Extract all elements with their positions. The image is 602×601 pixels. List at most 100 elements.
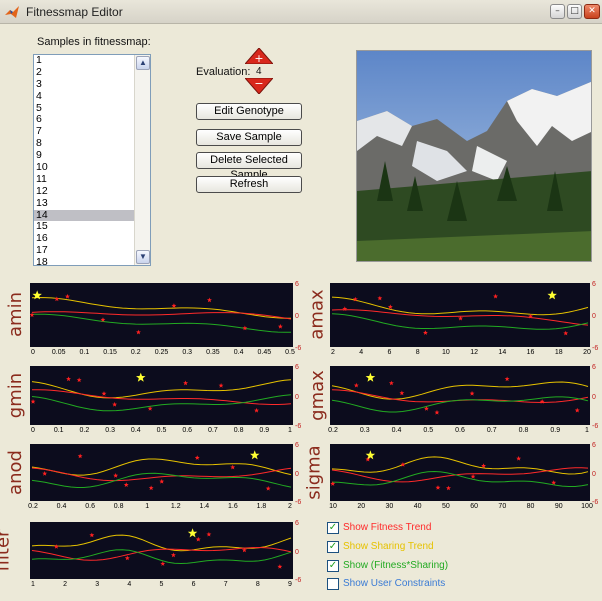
sample-list-item[interactable]: 7 [36,125,42,138]
plot-gmax[interactable] [330,366,590,425]
selected-sample-star [250,450,260,460]
axis-label-amax: amax [306,289,328,340]
x-tick-label: 1.4 [199,503,210,510]
sample-list-item[interactable]: 10 [36,161,48,174]
sample-marker [77,453,83,459]
sample-list-item[interactable]: 18 [36,256,48,266]
y-tick-label: -6 [295,499,302,506]
samples-list: 1 2 3 4 5 6 7 8 9 10 11 12 13 14 15 16 17 18 [34,54,150,266]
y-tick-label: 0 [295,313,299,320]
fitness-trend-line [32,389,292,405]
sample-list-item[interactable]: 1 [36,54,42,66]
sample-list-item[interactable]: 11 [36,172,47,185]
sample-list-item[interactable]: 14 [34,209,150,222]
increase-evaluation-button[interactable]: + [245,48,273,64]
sample-marker [242,325,248,331]
checkbox[interactable]: ✓ [327,541,339,553]
x-tick-label: 4 [127,581,132,588]
sample-list-item[interactable]: 12 [36,184,48,197]
plot-amax[interactable] [330,283,590,347]
sharing-trend-line [331,456,589,475]
plot-sigma[interactable] [330,444,590,501]
save-sample-button[interactable]: Save Sample [196,129,302,146]
plot-anod[interactable] [30,444,293,501]
minimize-button[interactable]: – [550,4,565,19]
scroll-down-arrow-icon[interactable]: ▼ [136,250,150,264]
decrease-evaluation-button[interactable]: − [245,78,273,94]
checkbox[interactable] [327,578,339,590]
fitness-trend-line [331,467,589,483]
x-tick-label: 0.8 [113,503,124,510]
sample-marker [42,471,48,476]
sample-marker [493,293,499,299]
plot-filter[interactable] [30,522,293,579]
x-tick-label: 8 [255,581,260,588]
x-tick-label: 1 [145,503,150,510]
x-tick-label: 0.4 [56,503,67,510]
sample-marker [277,323,283,329]
x-tick-label: 100 [581,503,593,510]
scroll-up-arrow-icon[interactable]: ▲ [136,56,150,70]
legend-label: Show (Fitness*Sharing) [343,560,449,571]
sample-marker [352,296,358,302]
svg-text:−: − [254,78,263,90]
x-tick-label: 0.5 [423,427,434,434]
sample-list-item[interactable]: 8 [36,137,42,150]
x-tick-label: 0.1 [79,349,90,356]
sample-marker [30,312,35,318]
y-tick-label: 6 [592,281,596,288]
edit-genotype-button[interactable]: Edit Genotype [196,103,302,120]
sample-marker [76,377,82,383]
x-tick-label: 1 [288,427,292,434]
x-tick-label: 0.05 [51,349,66,356]
sharing-trend-line [31,296,291,319]
x-tick-label: 18 [554,349,563,356]
svg-text:+: + [254,52,263,64]
x-tick-label: 20 [583,349,591,356]
x-tick-label: 1.8 [256,503,267,510]
delete-selected-sample-button[interactable]: Delete Selected Sample [196,152,302,181]
sample-marker [123,482,129,487]
sample-marker [54,296,60,302]
sample-list-item[interactable]: 17 [36,244,48,257]
maximize-button[interactable]: □ [567,4,582,19]
selected-sample-star [547,290,557,300]
samples-listbox[interactable]: 1 2 3 4 5 6 7 8 9 10 11 12 13 14 15 16 17 18 ▲ ▼ [33,54,151,266]
sample-marker [539,399,545,404]
sample-marker [147,406,153,411]
samples-label: Samples in fitnessmap: [37,36,151,48]
sample-list-item[interactable]: 6 [36,113,42,126]
product-trend-line [331,396,589,413]
y-tick-label: 0 [592,313,596,320]
refresh-button[interactable]: Refresh [196,176,302,193]
plot-gmin[interactable] [30,366,293,425]
sample-marker [183,380,189,386]
axis-label-anod: anod [4,449,26,495]
y-tick-label: 6 [295,281,299,288]
sample-list-item[interactable]: 9 [36,149,42,162]
checkbox[interactable]: ✓ [327,560,339,572]
y-tick-label: -6 [295,577,302,584]
sample-list-item[interactable]: 16 [36,232,48,245]
x-tick-label: 1.6 [228,503,238,510]
checkbox[interactable]: ✓ [327,522,339,534]
listbox-scrollbar[interactable]: ▲ ▼ [134,55,150,265]
sample-list-item[interactable]: 2 [36,65,42,78]
x-tick-label: 50 [441,503,450,510]
sample-list-item[interactable]: 5 [36,101,42,114]
sample-list-item[interactable]: 13 [36,196,48,209]
sample-marker [100,317,106,322]
plot-amin[interactable] [30,283,293,347]
sample-list-item[interactable]: 4 [36,89,42,102]
sample-marker [65,293,70,299]
x-tick-label: 1 [585,427,589,434]
sample-list-item[interactable]: 15 [36,220,48,233]
sample-marker [66,376,71,382]
close-button[interactable]: ✕ [584,4,600,19]
x-tick-label: 0.5 [285,349,295,356]
sharing-trend-line [31,379,292,399]
sharing-trend-line [31,458,292,476]
x-tick-label: 1 [31,581,35,588]
sample-marker [434,409,440,415]
sample-list-item[interactable]: 3 [36,77,42,90]
